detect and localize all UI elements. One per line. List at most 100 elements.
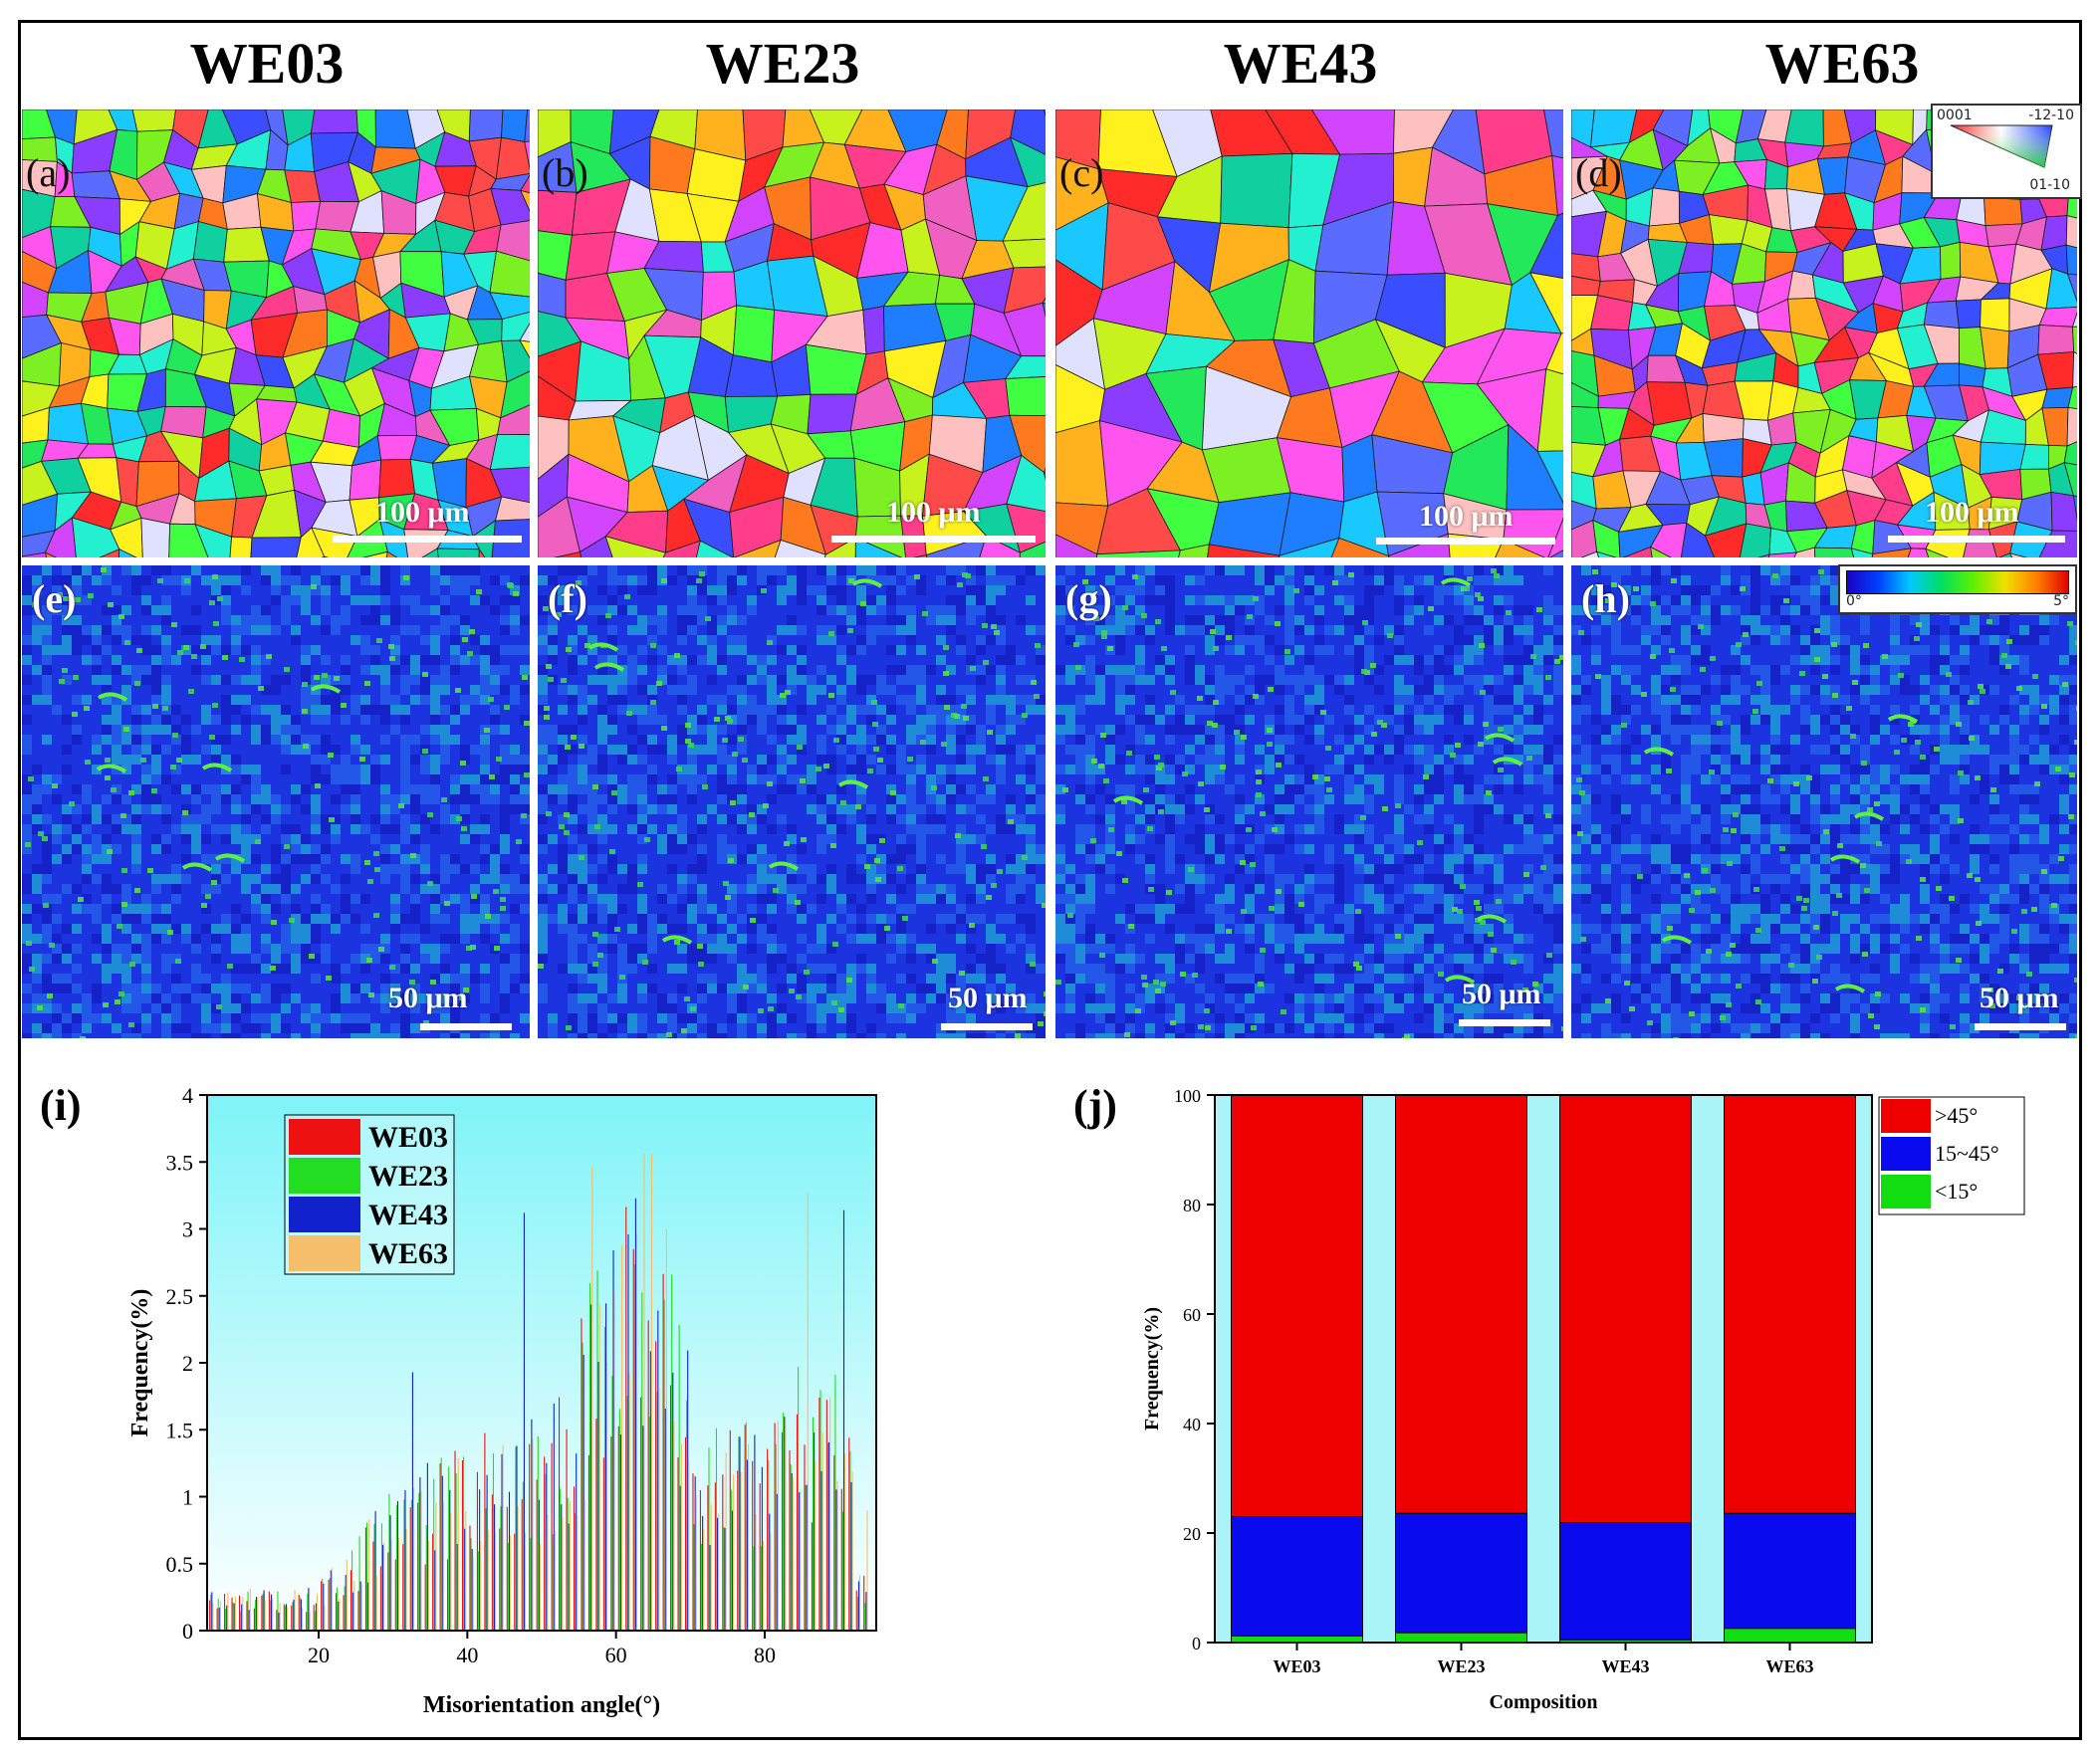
bar-we03	[350, 1570, 352, 1631]
bar-we43	[218, 1607, 220, 1631]
bar-we03	[461, 1460, 464, 1631]
bar-we23	[864, 1603, 866, 1631]
grain	[2041, 386, 2074, 409]
bar-we63	[450, 1512, 452, 1631]
bar-we43	[799, 1492, 801, 1631]
bar-we03	[855, 1590, 857, 1631]
grain	[99, 549, 120, 557]
bar-we03	[387, 1552, 389, 1631]
y-tick-label: 0.5	[166, 1552, 194, 1577]
grain	[310, 110, 358, 134]
grain	[1650, 546, 1672, 557]
grain	[1787, 270, 1816, 300]
bar-we63	[807, 1193, 809, 1631]
grain	[323, 555, 330, 557]
kam-texture	[538, 565, 1046, 1038]
bar-we63	[279, 1603, 281, 1631]
bar-we23	[663, 1299, 665, 1631]
x-tick-label: WE03	[1273, 1656, 1320, 1676]
bar-we63	[703, 1528, 705, 1631]
bar-we43	[374, 1511, 376, 1631]
bar-we63	[412, 1487, 415, 1631]
bar-we23	[403, 1499, 405, 1631]
kam-texture	[1055, 565, 1563, 1038]
bar-we23	[515, 1446, 517, 1631]
bar-we43	[597, 1362, 599, 1631]
bar-we03	[417, 1502, 419, 1631]
bar-we63	[375, 1575, 377, 1631]
bar-we43	[702, 1515, 704, 1631]
bar-we03	[238, 1595, 241, 1631]
bar-we23	[470, 1538, 472, 1631]
bar-we43	[389, 1515, 391, 1631]
bar-we03	[476, 1471, 478, 1631]
x-tick-label: 80	[754, 1643, 776, 1667]
grain	[1646, 381, 1693, 426]
x-axis-label: Misorientation angle(°)	[423, 1692, 660, 1718]
bar-we23	[641, 1292, 643, 1631]
bar-we63	[695, 1495, 697, 1631]
bar-we03	[833, 1455, 835, 1631]
scale-label-f: 50 μm	[948, 982, 1028, 1014]
bar-we63	[792, 1476, 794, 1631]
bar-we63	[309, 1612, 311, 1631]
legend-swatch	[1881, 1137, 1931, 1171]
panel-label-g: (g)	[1065, 576, 1112, 621]
grain	[1043, 472, 1046, 481]
bar-we43	[612, 1249, 614, 1631]
bar-we63	[628, 1373, 630, 1631]
bar-we43	[627, 1233, 629, 1631]
bar-we43	[842, 1210, 845, 1631]
bar-we63	[621, 1245, 623, 1631]
bar-we23	[567, 1497, 569, 1631]
bar-we63	[480, 1541, 482, 1631]
bar-we23	[500, 1506, 502, 1631]
bar-we03	[714, 1482, 716, 1631]
bar-we43	[426, 1462, 428, 1631]
bar-we43	[315, 1603, 317, 1631]
bar-we63	[495, 1532, 497, 1631]
bar-we63	[472, 1557, 474, 1631]
bar-we63	[688, 1459, 690, 1631]
ipf-map-we43: (c) 100 μm	[1055, 110, 1563, 557]
plot-frame	[1214, 1094, 1873, 1644]
y-axis-label: Frequency(%)	[127, 1289, 153, 1437]
y-tick-label: 2	[182, 1351, 193, 1376]
column-title-we23: WE23	[705, 31, 860, 96]
bar-we63	[242, 1596, 244, 1631]
bar-we23	[492, 1453, 495, 1631]
grain	[1043, 110, 1046, 117]
bar-we63	[747, 1443, 750, 1631]
bar-we03	[484, 1432, 486, 1631]
grain	[1330, 537, 1390, 557]
bar-we63	[733, 1474, 735, 1631]
bar-we23	[545, 1473, 547, 1631]
bar-we03	[752, 1460, 754, 1631]
stack-we63	[1724, 1628, 1856, 1644]
bar-we63	[740, 1471, 742, 1631]
grain	[2038, 530, 2077, 557]
bar-we03	[581, 1318, 583, 1631]
bar-we63	[457, 1458, 459, 1631]
bar-we23	[588, 1282, 591, 1631]
grain	[1925, 548, 1949, 557]
grain	[538, 272, 567, 319]
bar-we43	[605, 1303, 607, 1631]
bar-we23	[307, 1593, 309, 1631]
panel-label-b: (b)	[542, 150, 588, 195]
ipf-key-triangle	[1950, 124, 2053, 168]
bar-we43	[679, 1485, 681, 1631]
bar-we23	[292, 1602, 294, 1631]
kam-texture	[22, 565, 530, 1038]
bar-we43	[791, 1472, 793, 1631]
grain	[1002, 182, 1046, 242]
bar-we23	[210, 1594, 212, 1631]
bar-we43	[769, 1513, 771, 1631]
scale-label-c: 100 μm	[1419, 500, 1514, 533]
bar-we63	[800, 1490, 802, 1631]
bar-we03	[684, 1436, 687, 1631]
bar-we43	[619, 1433, 622, 1631]
grain	[1907, 548, 1930, 557]
grain	[1043, 467, 1046, 474]
bar-we03	[447, 1559, 449, 1631]
